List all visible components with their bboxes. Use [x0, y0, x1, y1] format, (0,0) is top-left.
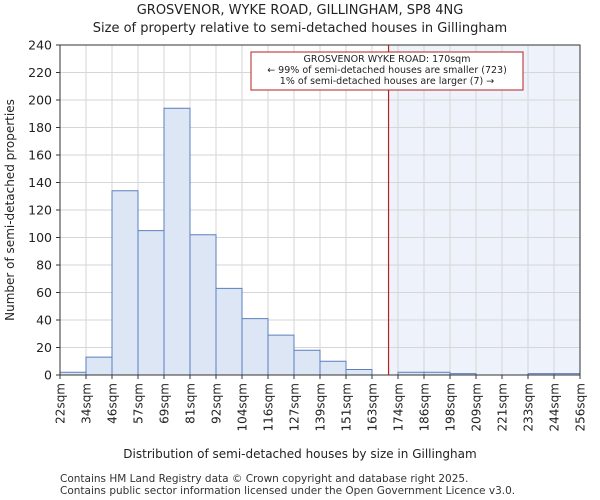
x-axis-label: Distribution of semi-detached houses by … [123, 447, 476, 461]
y-tick-label: 120 [28, 203, 52, 218]
y-tick-label: 200 [28, 93, 52, 108]
x-tick-label: 127sqm [288, 383, 302, 431]
bar [163, 107, 191, 376]
y-tick-label: 0 [44, 368, 52, 383]
y-tick-label: 40 [36, 313, 52, 328]
x-tick-label: 57sqm [132, 383, 146, 424]
y-tick-label: 20 [36, 340, 52, 355]
x-tick-label: 116sqm [262, 383, 276, 431]
bar [85, 356, 113, 376]
x-tick-label: 163sqm [366, 383, 380, 431]
y-tick-label: 100 [28, 230, 52, 245]
bar [345, 369, 373, 376]
x-tick-label: 92sqm [210, 383, 224, 424]
x-tick-label: 34sqm [80, 383, 94, 424]
x-tick-label: 221sqm [496, 383, 510, 431]
x-tick-label: 174sqm [392, 383, 406, 431]
y-tick-label: 60 [36, 285, 52, 300]
chart-subtitle: Size of property relative to semi-detach… [92, 21, 508, 36]
x-tick-label: 69sqm [158, 383, 172, 424]
y-tick-label: 140 [28, 175, 52, 190]
bar [319, 360, 347, 376]
x-tick-label: 46sqm [106, 383, 120, 424]
y-tick-label: 160 [28, 148, 52, 163]
annotation-line-2: ← 99% of semi-detached houses are smalle… [267, 65, 507, 76]
annotation-line-1: GROSVENOR WYKE ROAD: 170sqm [304, 54, 471, 65]
x-tick-label: 186sqm [418, 383, 432, 431]
histogram-chart: 0 20 40 60 80 100 120 140 160 180 200 220 240 22sqm 3… [3, 38, 588, 462]
y-tick-label: 80 [36, 258, 52, 273]
footer-copyright: Contains HM Land Registry data © Crown c… [60, 473, 469, 485]
x-tick-label: 244sqm [548, 383, 562, 431]
x-tick-label: 256sqm [574, 383, 588, 431]
annotation-box [250, 51, 524, 91]
x-tick-label: 139sqm [314, 383, 328, 431]
bar [189, 234, 217, 376]
bar [293, 349, 321, 376]
x-tick-label: 104sqm [236, 383, 250, 431]
bar [241, 318, 269, 376]
x-tick-label: 151sqm [340, 383, 354, 431]
chart-title: GROSVENOR, WYKE ROAD, GILLINGHAM, SP8 4N… [136, 3, 464, 18]
y-axis-label: Number of semi-detached properties [3, 99, 17, 321]
bar [215, 287, 243, 376]
bar [137, 230, 165, 376]
x-tick-label: 198sqm [444, 383, 458, 431]
y-tick-label: 240 [28, 38, 52, 53]
y-tick-label: 220 [28, 65, 52, 80]
y-tick-label: 180 [28, 120, 52, 135]
x-tick-label: 22sqm [54, 383, 68, 424]
x-tick-label: 81sqm [184, 383, 198, 424]
footer-licence: Contains public sector information licen… [60, 485, 516, 497]
bar [267, 334, 295, 376]
x-tick-label: 233sqm [522, 383, 536, 431]
annotation-line-3: 1% of semi-detached houses are larger (7… [280, 76, 494, 87]
x-tick-label: 209sqm [470, 383, 484, 431]
bar [111, 190, 139, 376]
